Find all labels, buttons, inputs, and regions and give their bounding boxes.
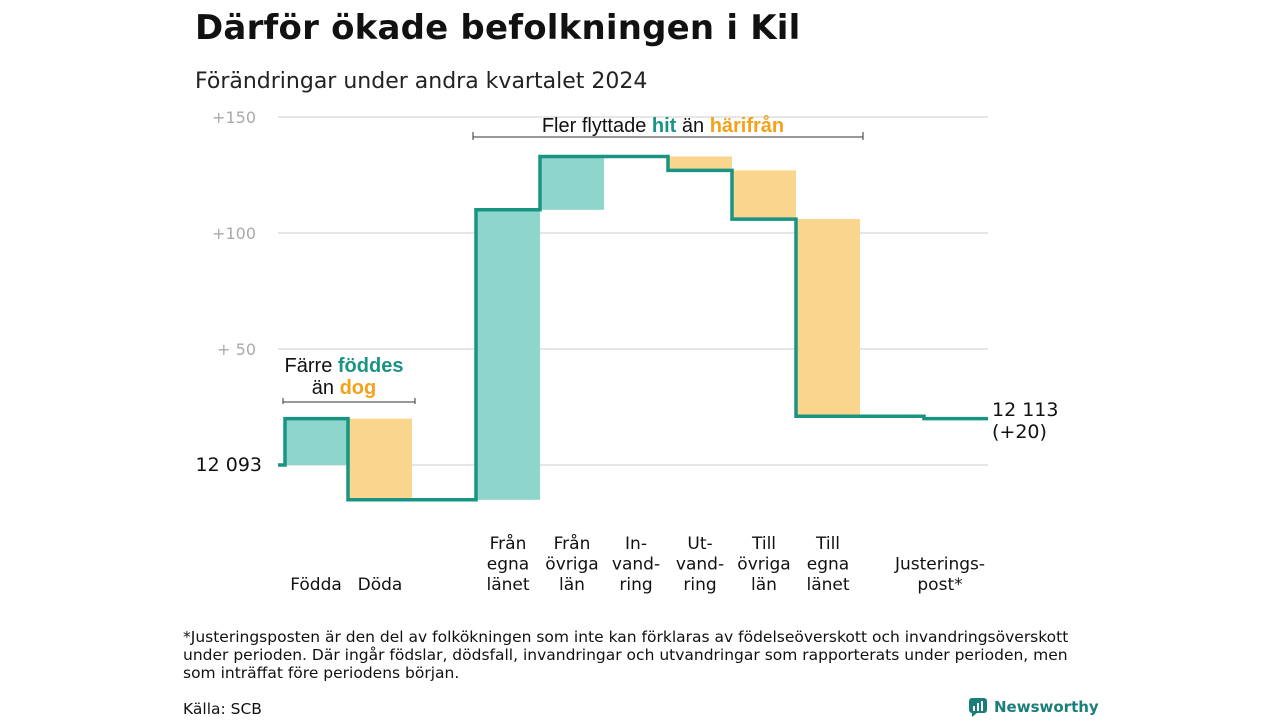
x-tick-label: Justerings-post*	[894, 555, 985, 596]
value-labels: 12 093 12 113(+20)	[196, 399, 1059, 476]
step-line-path	[278, 154, 988, 502]
x-axis-labels: Födda Döda Från egna länet Från övriga län In-va…	[290, 533, 985, 595]
x-tick-label: Från övriga län	[545, 533, 598, 595]
chart-subtitle: Förändringar under andra kvartalet 2024	[195, 69, 648, 94]
bar	[476, 209, 540, 500]
annotation-bracket	[282, 398, 416, 404]
bar	[285, 418, 349, 465]
bar	[348, 418, 412, 500]
annotation-text: än dog	[312, 377, 376, 399]
x-tick-label: Till övriga län	[737, 534, 790, 595]
y-tick-label: +150	[212, 108, 256, 127]
end-value-label: 12 113	[992, 399, 1058, 421]
bar	[668, 156, 732, 171]
footnote: *Justeringsposten är den del av folkökni…	[183, 628, 1069, 682]
x-tick-label: Ut-vand-ring	[676, 534, 724, 595]
gridlines	[278, 116, 988, 466]
source-text: Källa: SCB	[183, 700, 262, 718]
x-tick-label: Till egna länet	[806, 534, 849, 595]
y-tick-label: + 50	[217, 340, 256, 359]
newsworthy-logo: Newsworthy	[968, 697, 1099, 717]
bar	[540, 156, 604, 210]
bars	[285, 156, 860, 500]
annotation-text: Fler flyttade hit än härifrån	[542, 114, 784, 137]
waterfall-chart: +150 +100 + 50 Födda Döda Från egna länet Från ö…	[196, 108, 1059, 595]
end-change-label: (+20)	[992, 421, 1047, 443]
chart-title: Därför ökade befolkningen i Kil	[195, 8, 801, 48]
annotation-bracket	[472, 132, 864, 140]
annotation-text: Färre föddes	[285, 355, 404, 377]
x-tick-label: Från egna länet	[486, 533, 529, 595]
step-line	[278, 154, 988, 502]
y-tick-label: +100	[212, 224, 256, 243]
x-tick-label: In-vand-ring	[612, 534, 660, 595]
x-tick-label: Födda	[290, 575, 342, 595]
bar-chart-icon	[969, 698, 987, 717]
start-value-label: 12 093	[196, 454, 262, 476]
bar	[796, 219, 860, 417]
y-axis-ticks: +150 +100 + 50	[212, 108, 256, 359]
logo-text: Newsworthy	[994, 698, 1099, 716]
x-tick-label: Döda	[358, 575, 403, 595]
bar	[732, 170, 796, 220]
